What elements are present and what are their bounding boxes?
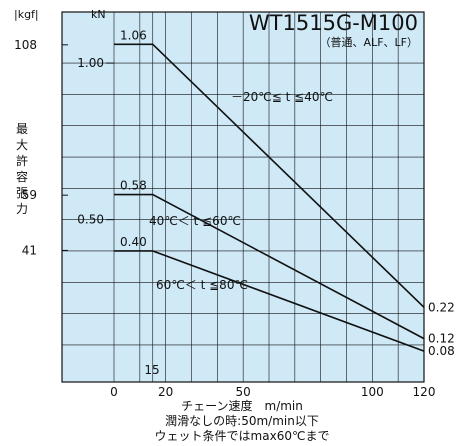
y-axis-label-char: 最 xyxy=(16,122,28,136)
y-tick-label: 1.00 xyxy=(77,56,104,70)
x-axis-label: チェーン速度 m/min xyxy=(181,398,303,413)
series-end-value-label: 0.12 xyxy=(428,332,455,346)
kgf-tick-label: 108 xyxy=(14,38,37,52)
y-axis-label-char: 張 xyxy=(16,186,28,200)
x-tick-label: 0 xyxy=(110,385,118,399)
y-axis-label-char: 許 xyxy=(16,154,28,168)
x-tick-label: 100 xyxy=(361,385,384,399)
chart-subtitle: （普通、ALF、LF） xyxy=(320,35,418,49)
series-name-label: 40℃＜ t ≦60℃ xyxy=(149,214,241,228)
y-tick-label: 0.50 xyxy=(77,213,104,227)
x-tick-label: 120 xyxy=(413,385,436,399)
kgf-tick-label: 41 xyxy=(22,243,37,257)
note-wet-condition: ウェット条件ではmax60℃まで xyxy=(155,429,330,443)
kgf-tick-label: 59 xyxy=(22,188,37,202)
series-line xyxy=(114,43,425,308)
y-unit-label: kN xyxy=(91,8,106,21)
series-end-value-label: 0.22 xyxy=(428,300,455,314)
y-axis-label-char: 力 xyxy=(16,202,28,216)
series-name-label: 60℃＜ t ≦80℃ xyxy=(156,278,248,292)
series-start-value-label: 0.40 xyxy=(120,235,147,249)
plot-frame xyxy=(61,11,425,383)
y-axis-label-char: 大 xyxy=(16,138,28,152)
x-tick-label: 20 xyxy=(158,385,173,399)
note-no-lubrication: 潤滑なしの時:50m/min以下 xyxy=(165,414,319,428)
y2-unit-label: |kgf| xyxy=(14,8,39,21)
x-tick-label: 50 xyxy=(236,385,251,399)
series-end-value-label: 0.08 xyxy=(428,344,455,358)
y-axis-label-char: 容 xyxy=(16,169,28,184)
series-line xyxy=(114,193,425,340)
grid xyxy=(62,12,424,382)
x-extra-tick-label: 15 xyxy=(144,363,159,377)
series-line xyxy=(114,250,425,352)
ticks: 0 20 50 100 120 1.00 0.50 108 59 41 xyxy=(14,38,435,399)
series-start-value-label: 0.58 xyxy=(120,179,147,193)
series-start-value-label: 1.06 xyxy=(120,28,147,42)
chart-title: WT1515G-M100 xyxy=(249,11,418,35)
series xyxy=(114,43,425,352)
series-name-label: －20℃≦ t ≦40℃ xyxy=(231,90,333,104)
